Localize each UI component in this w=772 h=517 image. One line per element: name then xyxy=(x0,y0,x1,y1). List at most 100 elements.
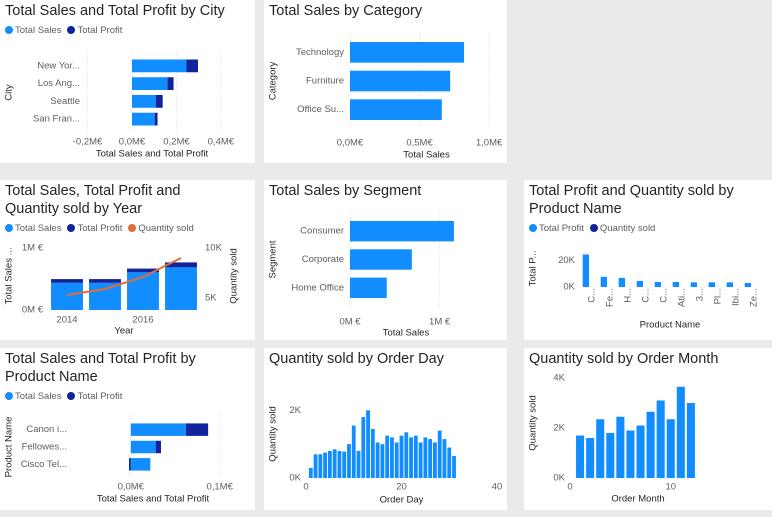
y2-tick-label: 5K xyxy=(205,293,217,304)
bar xyxy=(646,411,655,478)
legend-label: Total Profit xyxy=(539,223,584,234)
bar xyxy=(423,437,428,478)
line xyxy=(66,257,182,296)
legend-label: Total Sales xyxy=(15,25,62,36)
bar xyxy=(600,276,607,287)
visual-panel: 0M € 1M € 5K 10K 2014 2016 Year Total Sales ...… xyxy=(0,180,255,340)
visual-panel: 0K 2K 4K 0 10 Order Month Quantity sold Quantit… xyxy=(524,348,772,510)
legend-label: Total Sales xyxy=(15,391,62,402)
bar xyxy=(708,282,715,287)
visual-panel: 0M € 1M € Consumer Corporate Home Office Tota… xyxy=(264,180,507,340)
bar xyxy=(361,417,366,478)
legend-marker xyxy=(67,26,76,34)
legend-label: Quantity sold xyxy=(599,223,656,234)
x-tick-label: Ibi... xyxy=(731,288,742,306)
legend-marker xyxy=(589,224,598,232)
y-tick-label: 2K xyxy=(289,405,301,416)
y2-axis-title: Quantity sold xyxy=(229,248,240,303)
legend-marker xyxy=(128,224,137,232)
bar xyxy=(626,430,635,478)
y-tick-label: 0M € xyxy=(22,305,44,316)
bar xyxy=(129,458,131,471)
legend-item: Total Profit xyxy=(67,391,122,402)
bar xyxy=(167,77,174,91)
legend-item: Total Profit xyxy=(67,223,122,234)
bar xyxy=(636,425,645,478)
bar xyxy=(452,456,456,478)
chart-title: Total Sales, Total Profit and Quantity s… xyxy=(5,183,181,217)
bar xyxy=(596,419,605,478)
bar xyxy=(51,279,83,283)
chart-title: Total Sales by Segment xyxy=(269,183,422,199)
y-axis-title: Product Name xyxy=(4,417,15,478)
y-tick-label: Cisco Tel... xyxy=(21,459,67,470)
bar xyxy=(418,442,423,478)
bar xyxy=(375,442,380,478)
chart: 0K 20K C... Fe... H... C... C... Ati... 3... Pl..… xyxy=(528,251,760,331)
bar xyxy=(351,425,356,478)
visual-panel: 0K 2K 0 20 40 Order Day Quantity sold Quantity … xyxy=(264,348,507,510)
bar xyxy=(616,416,625,478)
bar xyxy=(155,440,161,454)
x-tick-label: 3... xyxy=(695,288,706,301)
bar xyxy=(185,423,209,436)
bar xyxy=(130,458,151,471)
y-tick-label: Furniture xyxy=(306,76,344,87)
bar xyxy=(399,435,404,478)
y-tick-label: Office Su... xyxy=(297,104,344,115)
y-tick-label: Technology xyxy=(296,47,344,58)
bar xyxy=(318,454,323,478)
chart: 0K 2K 0 20 40 Order Day Quantity sold xyxy=(268,405,503,506)
bar xyxy=(347,444,351,478)
bar xyxy=(656,400,665,478)
bar xyxy=(350,70,451,92)
x-axis-title: Product Name xyxy=(640,320,701,331)
bar xyxy=(428,439,433,478)
legend: Total Sales Total Profit Quantity sold xyxy=(5,223,255,234)
legend-marker xyxy=(67,224,76,232)
bar xyxy=(618,277,625,287)
legend-marker xyxy=(529,224,537,232)
bar xyxy=(350,249,412,270)
bar xyxy=(332,449,337,478)
y-axis-title: Total P... xyxy=(528,251,539,287)
y-axis-title: City xyxy=(4,84,15,101)
x-tick-label: 10 xyxy=(665,482,676,493)
bar xyxy=(323,452,328,478)
x-tick-label: C... xyxy=(641,288,652,303)
x-tick-label: 40 xyxy=(492,482,503,493)
legend-item: Total Sales xyxy=(5,391,61,402)
bar xyxy=(606,433,615,478)
legend-label: Total Sales xyxy=(15,223,62,234)
y-tick-label: 4K xyxy=(553,373,565,384)
legend-item: Quantity sold xyxy=(589,223,656,234)
bar xyxy=(676,386,685,478)
visual-panel: -0,2M€ 0,0M€ 0,2M€ 0,4M€ New Yor... Los Ang..… xyxy=(0,0,255,163)
y-tick-label: 1M € xyxy=(22,243,44,254)
bar xyxy=(155,94,163,108)
visual-panel: 0,0M€ 0,5M€ 1,0M€ Technology Furniture Office… xyxy=(264,0,507,163)
bar xyxy=(327,450,332,478)
bar xyxy=(132,77,168,91)
legend-label: Total Profit xyxy=(77,25,123,36)
chart: 0,0M€ 0,5M€ 1,0M€ Technology Furniture Office… xyxy=(268,32,503,161)
bar xyxy=(366,410,370,478)
chart-title: Total Sales and Total Profit by City xyxy=(5,3,225,19)
legend-marker xyxy=(5,224,13,232)
x-tick-label: Ze... xyxy=(749,288,760,307)
y-axis-title: Segment xyxy=(268,240,279,278)
bar xyxy=(582,254,589,287)
bar xyxy=(744,283,751,287)
bar xyxy=(130,423,186,436)
bar xyxy=(89,279,121,283)
x-tick-label: 1M € xyxy=(429,317,451,328)
x-tick-label: Fe... xyxy=(605,288,616,307)
bar xyxy=(350,99,442,120)
y-tick-label: Los Ang... xyxy=(38,78,80,89)
bar xyxy=(350,42,465,63)
legend-marker xyxy=(5,392,13,400)
y-tick-label: Canon i... xyxy=(26,424,67,435)
legend-item: Total Profit xyxy=(67,25,122,36)
y-axis-title: Quantity sold xyxy=(268,406,279,461)
